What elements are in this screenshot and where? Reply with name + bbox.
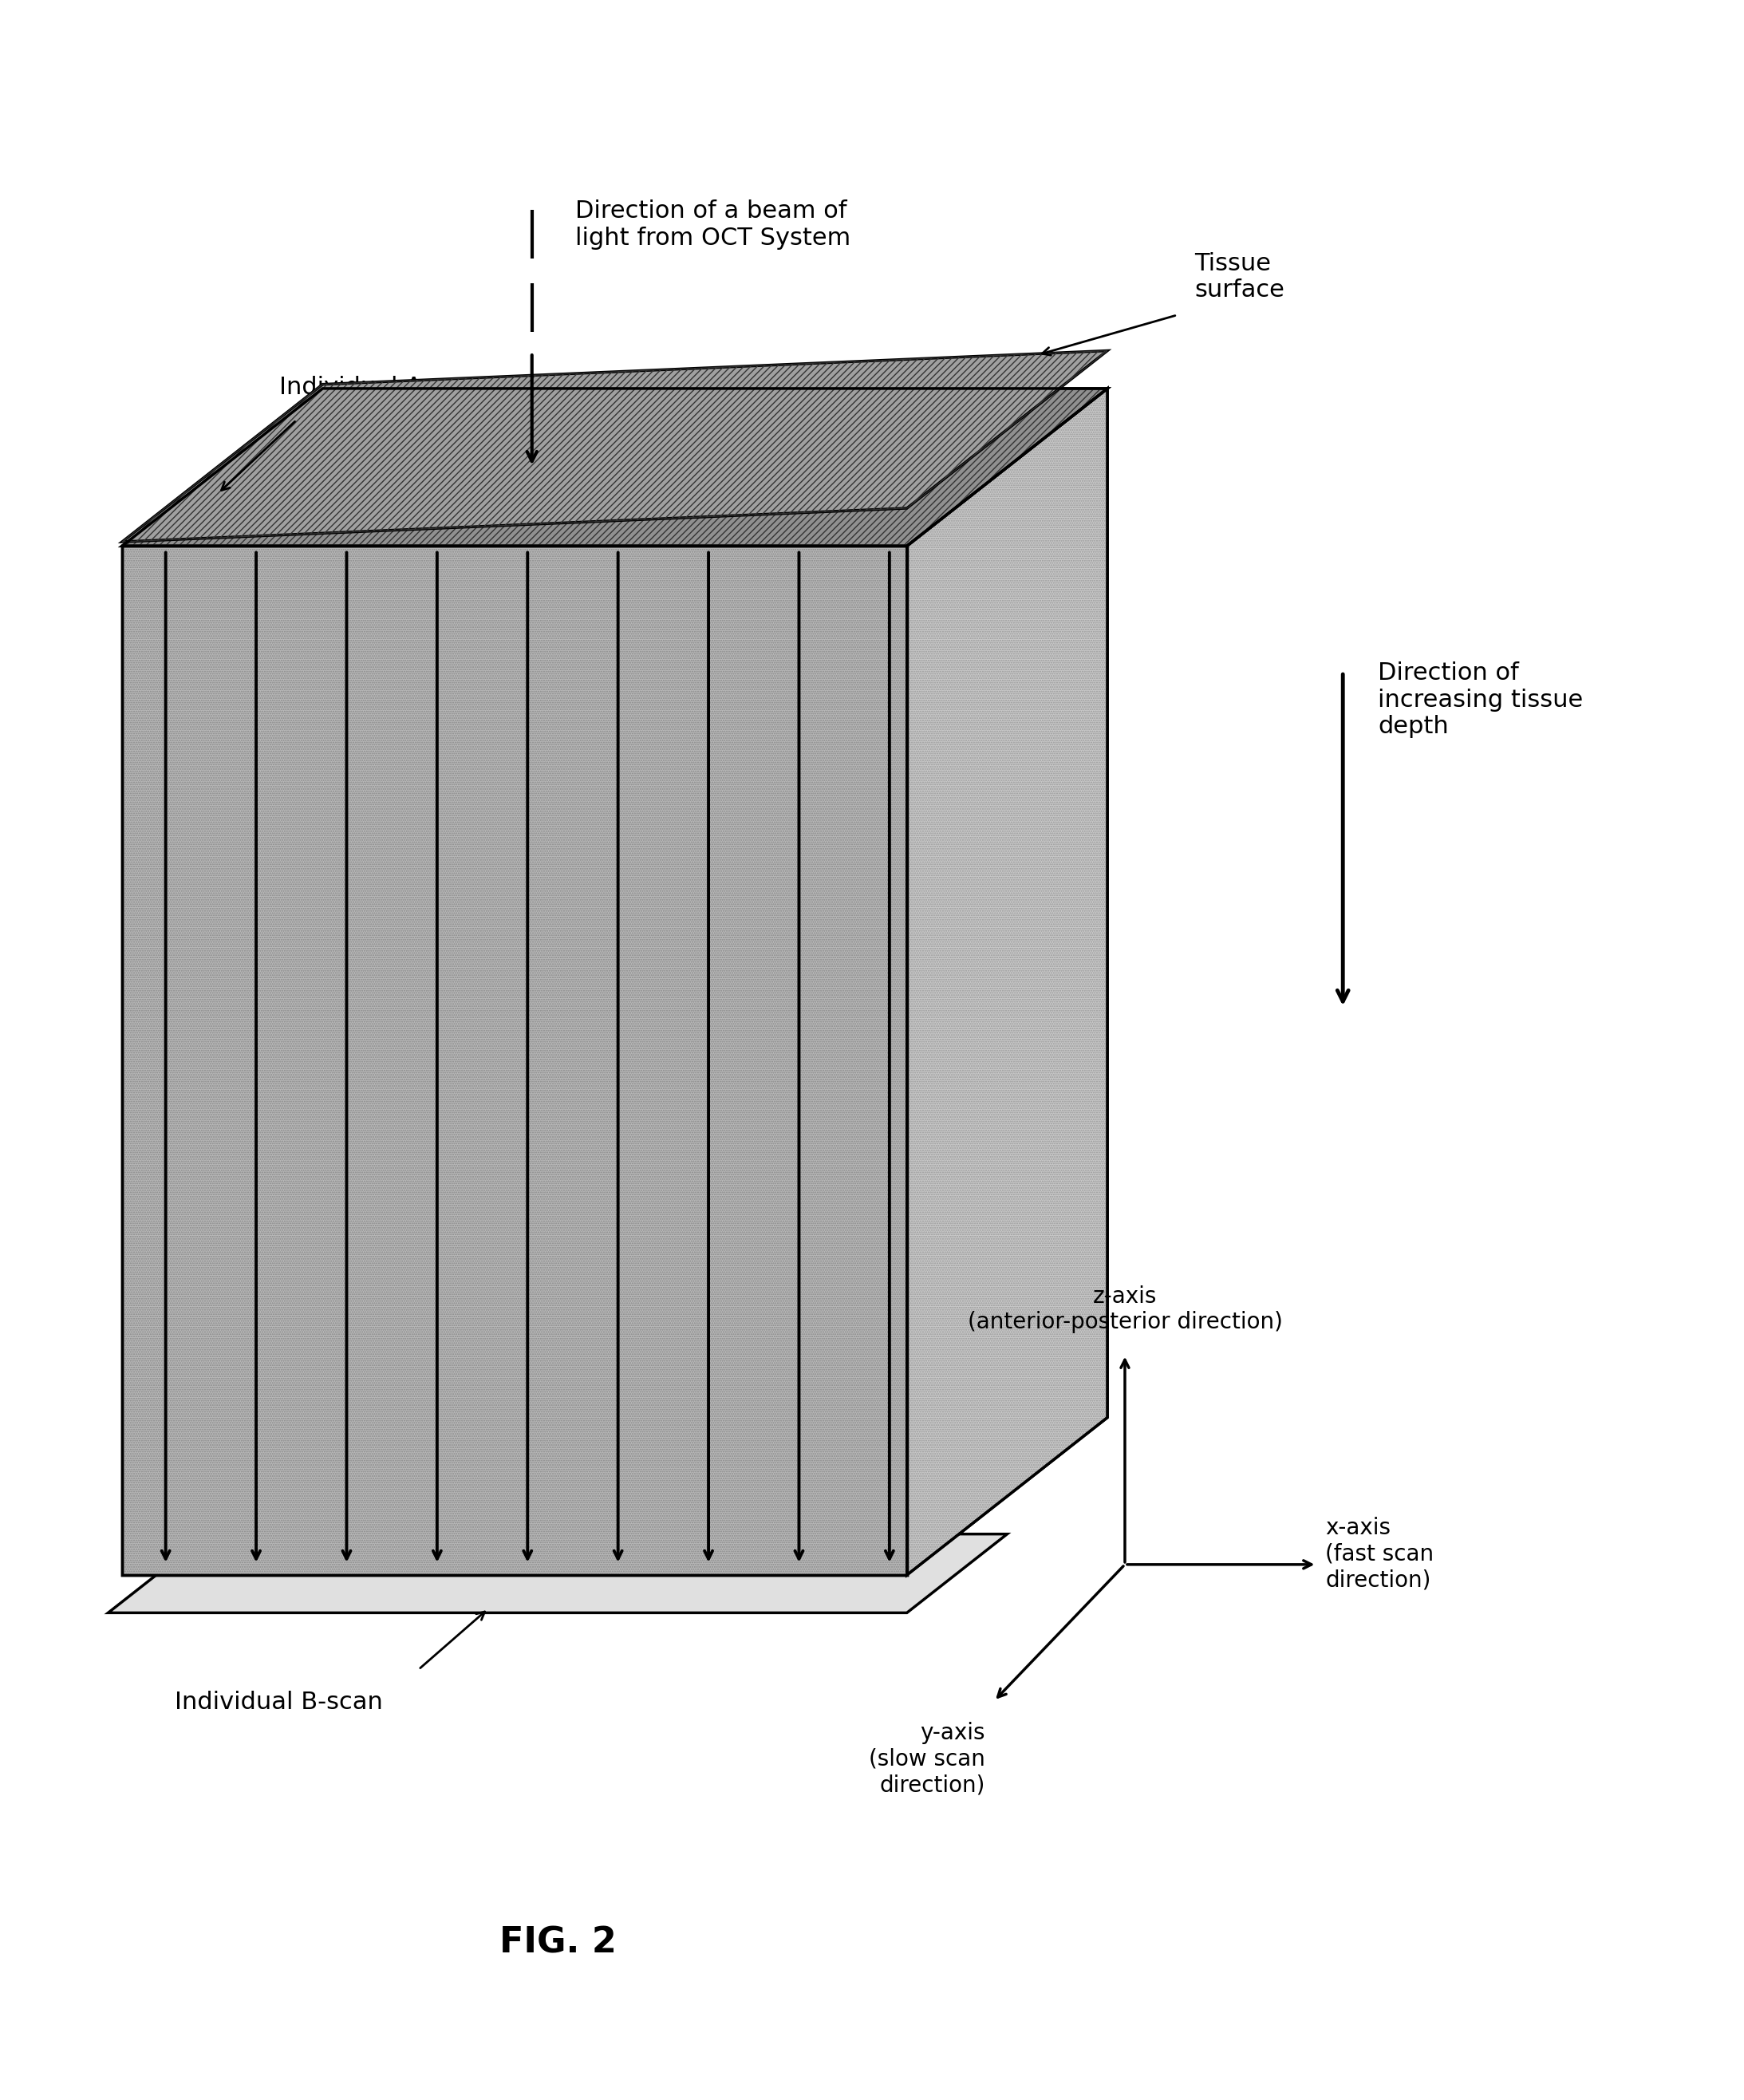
Polygon shape	[122, 388, 1107, 546]
Polygon shape	[122, 351, 1107, 542]
Text: FIG. 2: FIG. 2	[499, 1926, 617, 1959]
Polygon shape	[122, 546, 907, 1575]
Text: Individual B-scan: Individual B-scan	[174, 1691, 382, 1714]
Polygon shape	[108, 1533, 1006, 1613]
Text: Direction of a beam of
light from OCT System: Direction of a beam of light from OCT Sy…	[576, 200, 851, 250]
Text: Tissue
surface: Tissue surface	[1195, 252, 1285, 302]
Text: y-axis
(slow scan
direction): y-axis (slow scan direction)	[869, 1722, 985, 1795]
Text: z-axis
(anterior-posterior direction): z-axis (anterior-posterior direction)	[968, 1285, 1282, 1334]
Polygon shape	[907, 388, 1107, 1575]
Text: Individual A-scan: Individual A-scan	[279, 376, 487, 399]
Text: Direction of
increasing tissue
depth: Direction of increasing tissue depth	[1378, 662, 1584, 739]
Text: x-axis
(fast scan
direction): x-axis (fast scan direction)	[1325, 1516, 1434, 1592]
